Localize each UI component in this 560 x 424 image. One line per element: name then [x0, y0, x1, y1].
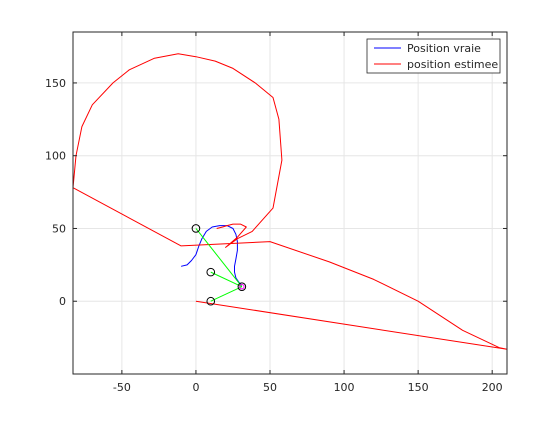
robot-position-marker: [239, 283, 245, 290]
landmark-marker: [191, 224, 201, 233]
y-tick-label: 0: [59, 295, 66, 308]
x-tick-label: 150: [408, 381, 429, 394]
series-line-estimated-position: [72, 53, 508, 350]
overlay-layer: [191, 224, 247, 306]
x-tick-label: 100: [334, 381, 355, 394]
x-tick-label: -50: [113, 381, 131, 394]
landmark-marker: [206, 296, 216, 306]
x-tick-label: 50: [263, 381, 277, 394]
legend-box: [366, 38, 501, 74]
legend-label-estimated: position estimee: [407, 58, 498, 71]
series-line-true-position: [180, 225, 243, 286]
ticks: -50 0 50 100 150 200 0 50 100 150: [45, 32, 507, 394]
grid-lines: [73, 32, 507, 374]
landmark-marker: [206, 267, 216, 277]
legend-label-true: Position vraie: [407, 42, 481, 55]
y-tick-label: 50: [52, 222, 66, 235]
plot-area: [73, 32, 507, 374]
landmark-marker: [237, 282, 247, 291]
measurement-link: [210, 286, 243, 302]
x-tick-label: 200: [482, 381, 503, 394]
measurement-link: [210, 271, 243, 288]
legend: Position vraie position estimee: [366, 38, 501, 74]
series-layer: [72, 53, 508, 350]
x-tick-label: 0: [192, 381, 199, 394]
y-tick-label: 150: [45, 77, 66, 90]
y-tick-label: 100: [45, 150, 66, 163]
measurement-link: [195, 228, 243, 287]
axes-box: [72, 31, 508, 375]
